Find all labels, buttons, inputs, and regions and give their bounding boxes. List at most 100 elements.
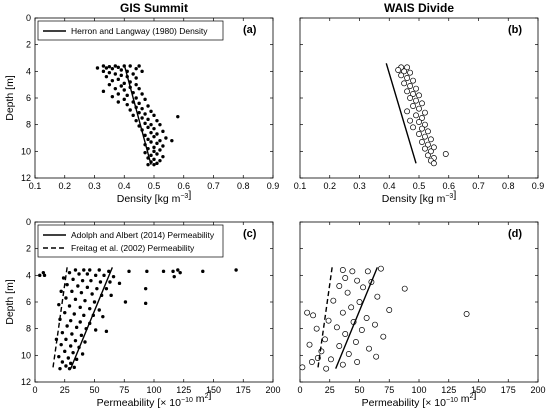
data-point [140, 116, 144, 120]
data-point [41, 270, 46, 275]
data-point [374, 293, 381, 300]
data-point [134, 66, 138, 71]
data-point [101, 89, 106, 94]
panel-label: (c) [243, 228, 257, 240]
data-point [152, 157, 156, 162]
data-point [65, 324, 69, 328]
data-point [407, 69, 414, 76]
data-point [404, 88, 411, 95]
data-point [101, 314, 105, 319]
data-point [143, 121, 147, 126]
data-point [313, 325, 320, 332]
data-point [101, 69, 106, 74]
data-point [413, 112, 419, 119]
plot-frame [34, 17, 274, 179]
data-point [109, 293, 113, 298]
legend: Herron and Langway (1980) Density [37, 20, 224, 41]
data-point [158, 138, 162, 143]
data-point [137, 110, 141, 115]
data-point [61, 276, 66, 280]
y-tick-label: 0 [26, 217, 31, 227]
data-point [419, 139, 425, 145]
data-point [134, 96, 138, 100]
model-line-solid [123, 64, 152, 165]
data-point [122, 88, 126, 92]
data-point [422, 145, 428, 152]
data-point [89, 278, 93, 283]
x-tick-label: 0.6 [442, 181, 455, 191]
x-tick-label: 25 [60, 385, 70, 395]
model-line-solid [70, 267, 113, 369]
data-point [310, 312, 317, 319]
data-point [155, 152, 159, 156]
data-point [306, 341, 313, 348]
y-tick-label: 12 [21, 173, 31, 183]
model-line-dashed [52, 267, 68, 369]
data-point [63, 310, 67, 315]
panel-a: 0.1 0.2 0.3 0.4 0.5 0.6 0.7 0.8 0.9 0 2 4 6 8 10 12 Dens… [4, 1, 279, 205]
data-point [325, 317, 332, 324]
x-tick-label: 150 [206, 385, 221, 395]
model-line-solid [335, 267, 378, 369]
data-point [419, 125, 425, 132]
data-point [122, 81, 126, 86]
panel-b: 0.1 0.2 0.3 0.4 0.5 0.6 0.7 0.8 0.9 Density [kg m… [294, 1, 545, 205]
data-point [430, 160, 437, 167]
data-point [72, 312, 76, 316]
y-tick-label: 6 [26, 297, 31, 307]
data-point [101, 64, 106, 68]
data-point [152, 126, 156, 131]
data-point [323, 365, 330, 372]
data-point [304, 309, 311, 316]
data-point [145, 269, 149, 274]
data-point [143, 286, 148, 291]
data-point [107, 70, 112, 75]
x-tick-label: 100 [411, 385, 426, 395]
data-point [422, 133, 428, 140]
data-point [88, 306, 92, 311]
data-point [416, 131, 422, 137]
data-point [158, 158, 162, 163]
legend-entry: Herron and Langway (1980) Density [71, 26, 208, 36]
data-point [137, 64, 141, 68]
data-point [161, 269, 166, 274]
data-point [363, 315, 370, 321]
data-point [416, 92, 422, 99]
data-point [143, 112, 147, 116]
data-point [111, 274, 116, 279]
data-point [427, 136, 434, 143]
x-tick-label: 0.9 [532, 181, 545, 191]
x-tick-label: 0.3 [88, 181, 101, 191]
data-point [66, 356, 71, 360]
x-tick-label: 125 [176, 385, 191, 395]
data-point [373, 353, 380, 360]
data-point [339, 309, 346, 316]
data-point [424, 152, 431, 159]
y-tick-label: 0 [26, 13, 31, 23]
data-point [342, 331, 349, 337]
data-point [336, 283, 343, 289]
data-point [116, 92, 121, 96]
x-tick-label: 25 [325, 385, 335, 395]
data-point [64, 364, 68, 368]
data-point [95, 66, 100, 70]
data-point [140, 69, 144, 74]
data-point [104, 286, 109, 291]
data-point [67, 304, 72, 308]
data-point [330, 297, 337, 304]
data-point [110, 78, 115, 83]
x-axis-label: Permeability [× 10−10 m2] [362, 389, 477, 409]
y-tick-label: 4 [26, 270, 31, 280]
y-tick-label: 2 [26, 244, 31, 254]
x-tick-label: 0.1 [29, 181, 42, 191]
data-point [70, 289, 74, 294]
data-point [77, 272, 81, 276]
data-point [140, 106, 144, 111]
y-tick-label: 8 [26, 324, 31, 334]
data-point [131, 113, 135, 118]
data-point [125, 93, 129, 98]
data-point [73, 297, 78, 302]
y-tick-label: 8 [26, 120, 31, 130]
data-point [59, 342, 63, 347]
data-point [74, 325, 79, 330]
